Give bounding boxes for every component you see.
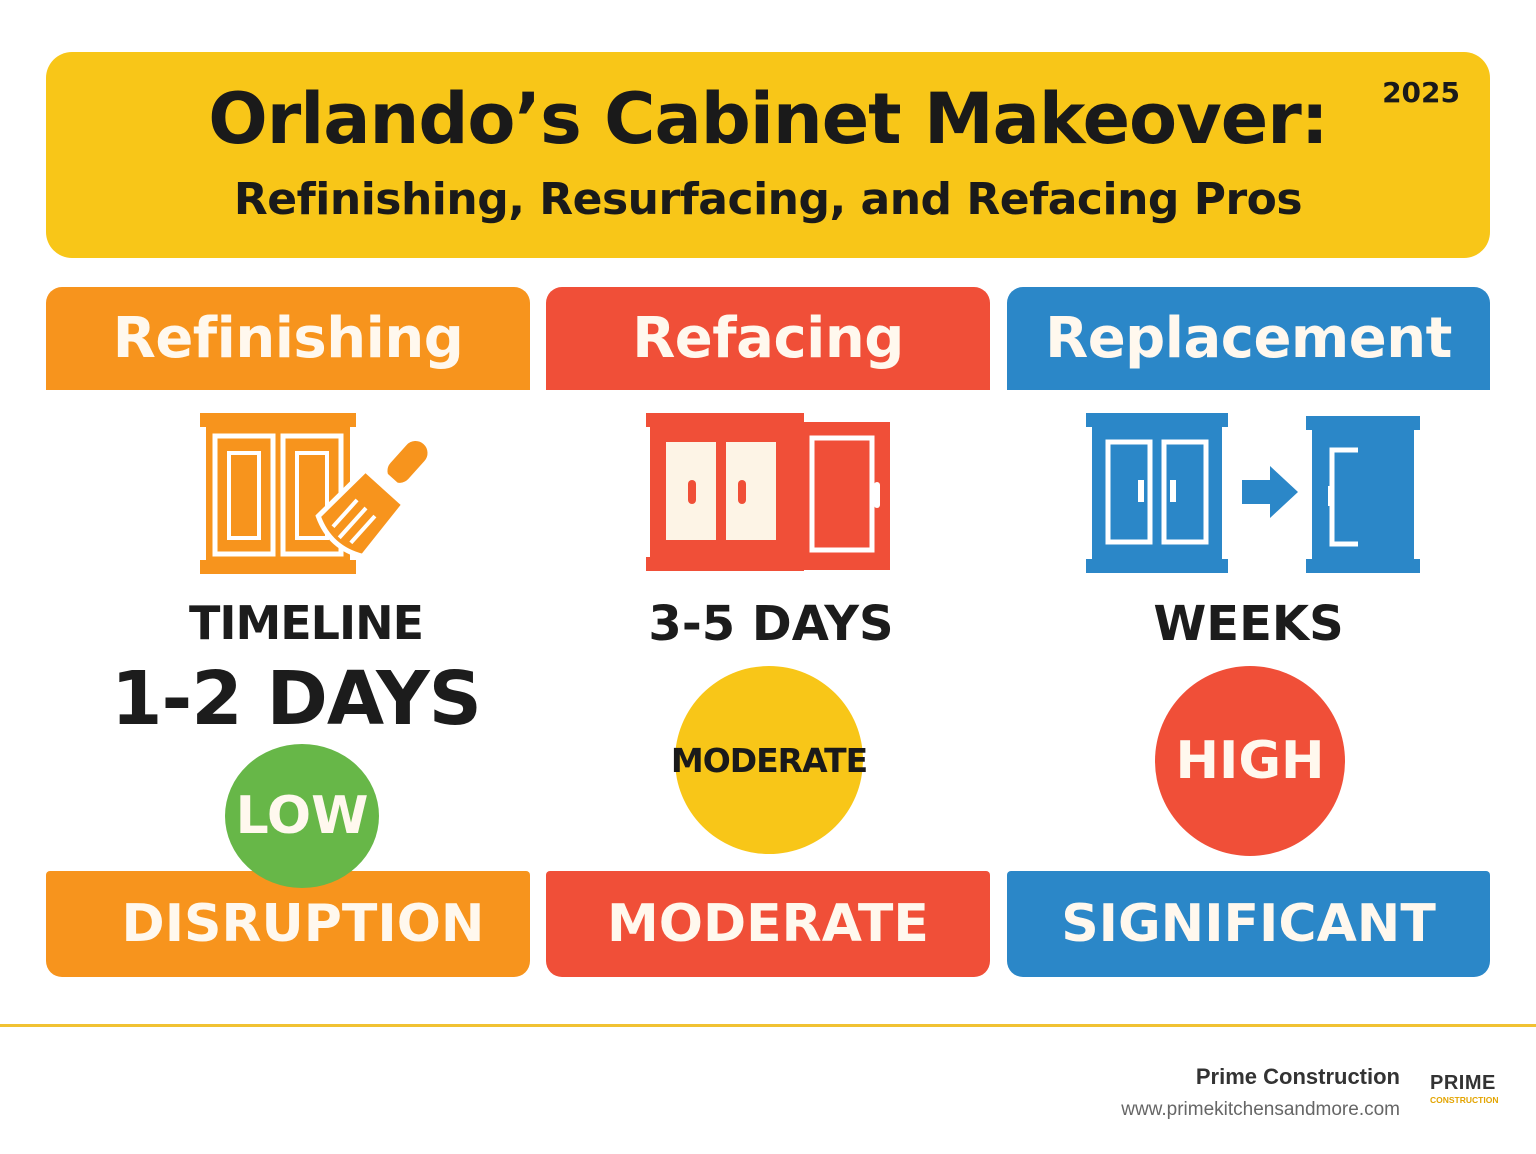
year-label: 2025 — [1382, 76, 1460, 109]
refinishing-header: Refinishing — [46, 287, 530, 390]
disruption-footer: DISRUPTION — [46, 871, 530, 977]
refacing-timeline-value: 3-5 DAYS — [648, 596, 894, 652]
low-badge: LOW — [225, 744, 379, 888]
title-banner: Orlando’s Cabinet Makeover: Refinishing,… — [46, 52, 1490, 258]
footer-divider — [0, 1024, 1536, 1027]
prime-logo: PRIME CONSTRUCTION — [1430, 1072, 1499, 1105]
brand-url[interactable]: www.primekitchensandmore.com — [1121, 1099, 1400, 1120]
replacement-timeline-value: WEEKS — [1153, 596, 1344, 652]
cabinet-swap-icon — [1086, 413, 1420, 573]
cabinet-new-door-icon — [646, 413, 890, 571]
refinishing-timeline-label: TIMELINE — [188, 596, 424, 650]
replacement-header: Replacement — [1007, 287, 1490, 390]
page-subtitle: Refinishing, Resurfacing, and Refacing P… — [233, 174, 1303, 225]
significant-footer: SIGNIFICANT — [1007, 871, 1490, 977]
brand-name: Prime Construction — [1195, 1064, 1400, 1089]
refacing-header: Refacing — [546, 287, 990, 390]
high-badge: HIGH — [1155, 666, 1345, 856]
refinishing-timeline-value: 1-2 DAYS — [111, 656, 482, 742]
moderate-footer: MODERATE — [546, 871, 990, 977]
cabinet-paintbrush-icon — [200, 413, 432, 574]
page-title: Orlando’s Cabinet Makeover: — [208, 78, 1329, 160]
moderate-badge: MODERATE — [671, 666, 868, 854]
